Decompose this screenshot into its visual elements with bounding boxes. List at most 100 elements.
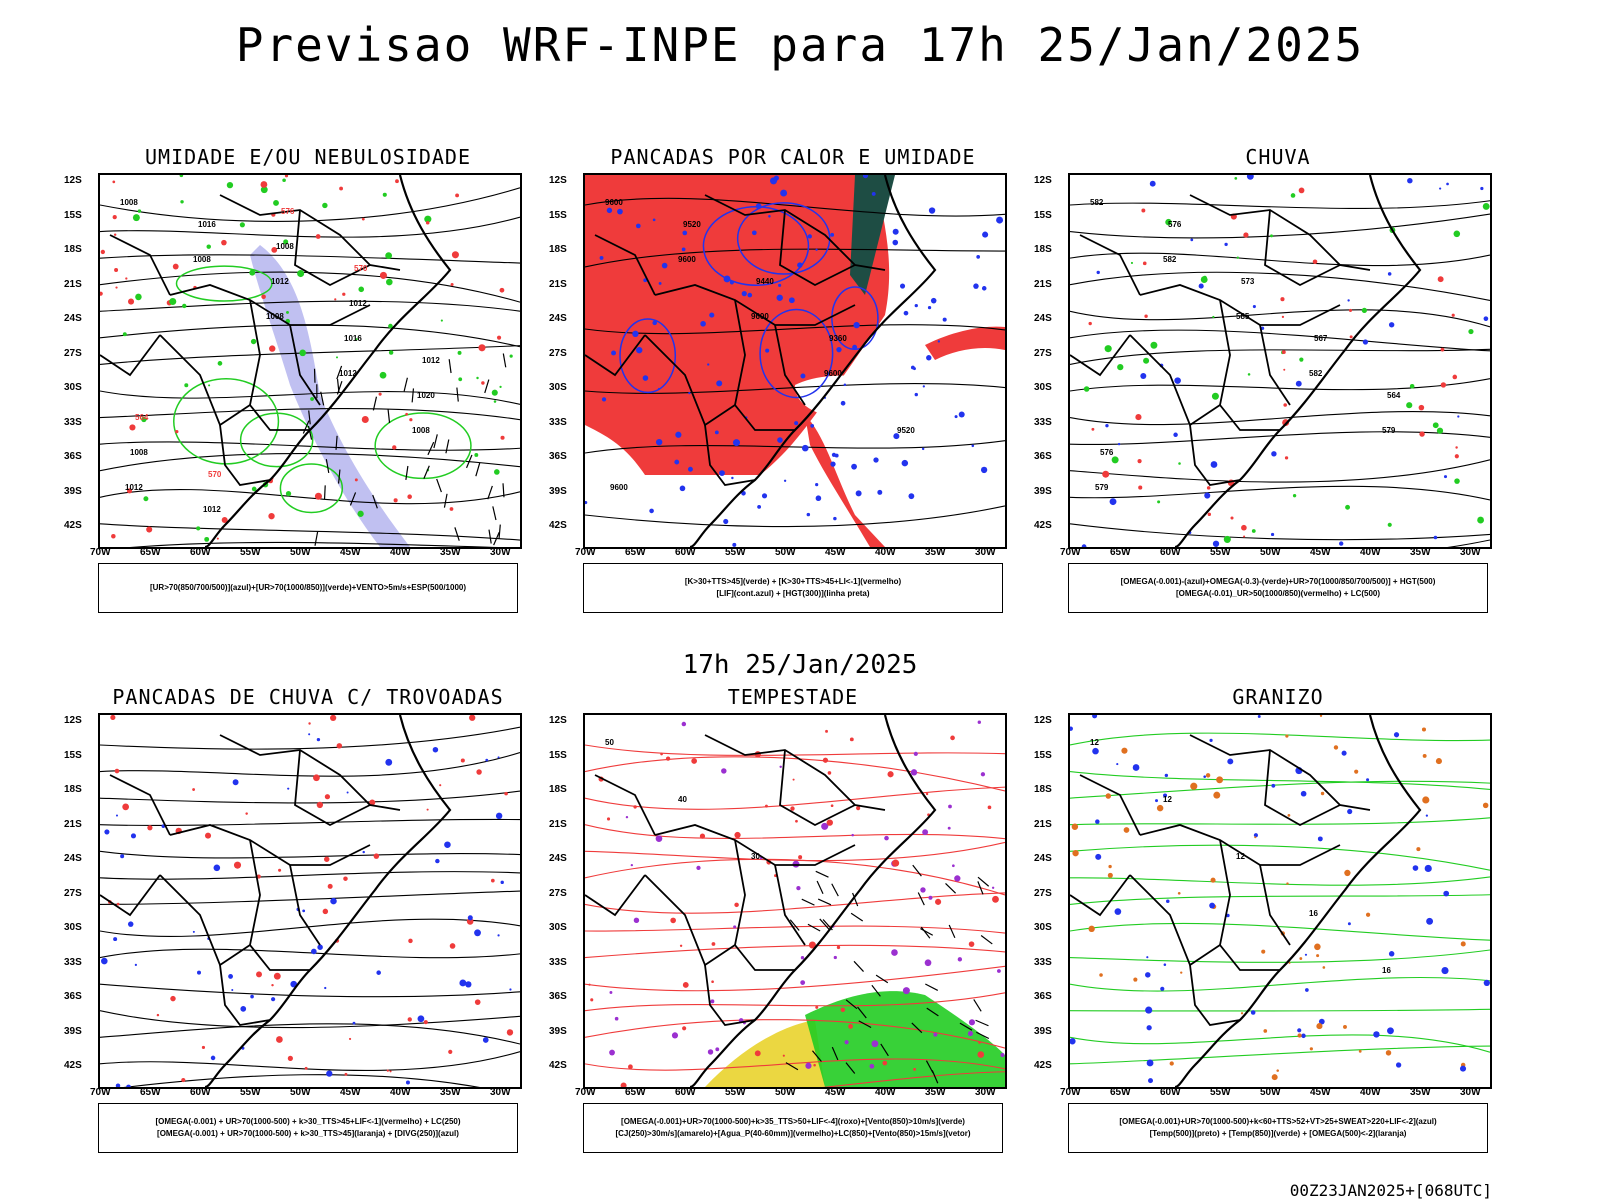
- lat-tick-label: 24S: [1034, 313, 1052, 324]
- field-dot: [716, 380, 723, 387]
- field-dot: [1092, 747, 1099, 755]
- wind-arrow: [831, 883, 839, 897]
- lon-tick-label: 30W: [490, 547, 511, 558]
- field-dot: [642, 375, 649, 381]
- field-dot: [231, 988, 234, 992]
- wind-arrow: [926, 1007, 939, 1017]
- wind-arrow: [875, 974, 889, 984]
- field-dot: [783, 479, 787, 482]
- field-dot: [836, 347, 842, 353]
- lat-tick-label: 24S: [64, 853, 82, 864]
- state-border: [704, 194, 886, 271]
- field-dot: [1454, 478, 1460, 484]
- field-dot: [1178, 462, 1181, 465]
- lat-tick-label: 12S: [64, 175, 82, 186]
- field-dot: [316, 737, 321, 742]
- field-dot: [1393, 732, 1400, 738]
- field-dot: [681, 247, 686, 252]
- field-dot: [1206, 486, 1211, 490]
- field-dot: [405, 1080, 410, 1085]
- field-dot: [1281, 350, 1286, 355]
- field-dot: [311, 948, 317, 955]
- lat-tick-label: 36S: [1034, 451, 1052, 462]
- field-dot: [1156, 804, 1164, 812]
- field-dot: [388, 350, 394, 355]
- field-dot: [369, 799, 376, 806]
- contour-value-label: 1012: [349, 299, 367, 308]
- field-dot: [1133, 977, 1138, 982]
- panel-title: PANCADAS POR CALOR E UMIDADE: [610, 145, 976, 169]
- field-dot: [1288, 961, 1291, 964]
- lat-tick-label: 36S: [549, 991, 567, 1002]
- lat-tick-label: 15S: [549, 749, 567, 761]
- field-dot: [450, 283, 454, 287]
- field-dot: [250, 338, 257, 345]
- run-stamp: 00Z23JAN2025+[068UTC]: [1289, 1181, 1492, 1200]
- field-dot: [180, 200, 184, 204]
- wind-arrow: [858, 1020, 872, 1029]
- state-border: [1189, 734, 1371, 811]
- field-dot: [271, 246, 278, 253]
- field-dot: [1263, 1029, 1268, 1033]
- field-dot: [796, 885, 801, 891]
- field-dot: [947, 826, 951, 830]
- field-dot: [1299, 957, 1303, 960]
- field-dot: [467, 915, 473, 921]
- contour-line: [585, 505, 1005, 528]
- panel-legend: [K>30+TTS>45](verde) + [K>30+TTS>45+LI<-…: [583, 563, 1003, 613]
- wind-arrow: [502, 353, 507, 368]
- lon-tick-label: 50W: [290, 547, 311, 558]
- field-dot: [1319, 715, 1323, 717]
- contour-value-label: 12: [1236, 852, 1245, 861]
- lat-tick-label: 21S: [1034, 818, 1052, 830]
- field-dot: [1433, 535, 1438, 540]
- field-dot: [1224, 242, 1228, 247]
- contour-loop: [619, 318, 677, 394]
- contour-line: [585, 744, 1005, 756]
- field-dot: [327, 883, 333, 889]
- contour-value-label: 9520: [683, 220, 701, 229]
- wind-arrow: [925, 1060, 934, 1074]
- wind-arrow: [785, 1062, 799, 1071]
- contour-line: [1070, 252, 1490, 267]
- field-dot: [1425, 814, 1428, 817]
- state-border: [594, 234, 656, 296]
- field-dot: [1347, 299, 1350, 302]
- field-dot: [1333, 745, 1339, 750]
- state-border: [159, 334, 251, 427]
- field-dot: [821, 822, 829, 830]
- field-dot: [352, 1021, 356, 1025]
- lon-tick-label: 45W: [1310, 547, 1331, 558]
- field-dot: [1099, 973, 1103, 977]
- field-dot: [636, 347, 643, 354]
- field-dot: [1468, 328, 1474, 335]
- field-dot: [754, 1050, 761, 1057]
- map-plot-area: 582 582 585 582 579 579 576 573 567 564 576: [1068, 173, 1492, 549]
- contour-value-label: 30: [751, 852, 760, 861]
- field-dot: [1247, 373, 1251, 376]
- field-dot: [827, 771, 832, 775]
- field-dot: [902, 987, 910, 995]
- field-dot: [1388, 322, 1395, 328]
- contour-value-label: 579: [1095, 483, 1109, 492]
- field-dot: [844, 1040, 849, 1045]
- field-dot: [1345, 504, 1351, 510]
- lat-tick-label: 30S: [1034, 382, 1052, 393]
- field-dot: [1416, 847, 1421, 852]
- field-dot: [204, 832, 212, 839]
- lon-tick-label: 55W: [725, 547, 746, 558]
- wind-arrow: [488, 529, 492, 544]
- field-dot: [1209, 738, 1213, 742]
- field-dot: [169, 297, 177, 306]
- wind-arrow: [948, 924, 956, 939]
- lon-tick-label: 50W: [775, 547, 796, 558]
- field-dot: [1297, 1033, 1302, 1038]
- field-dot: [1111, 456, 1119, 464]
- wind-arrow: [454, 527, 460, 541]
- field-dot: [1387, 1027, 1394, 1035]
- field-dot: [1092, 715, 1098, 719]
- field-dot: [268, 512, 275, 520]
- state-border: [169, 824, 371, 866]
- lat-tick-label: 36S: [1034, 991, 1052, 1002]
- state-border: [219, 964, 271, 1026]
